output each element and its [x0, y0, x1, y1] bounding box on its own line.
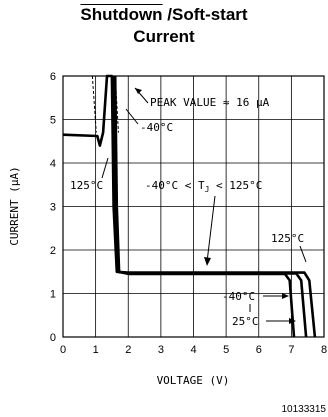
- title-soft-start: /Soft-start: [162, 5, 248, 24]
- plot-frame: [62, 75, 325, 338]
- x-tick-label: 5: [223, 344, 229, 356]
- annotation-25c: 25°C: [232, 315, 259, 328]
- annotation-125c-left: 125°C: [70, 179, 103, 192]
- grid: [63, 76, 324, 337]
- annotation-25c-arrowhead: [289, 318, 296, 324]
- y-tick-label: 1: [50, 289, 56, 301]
- series-group: [62, 74, 317, 338]
- series-line-125c: [62, 74, 317, 338]
- annotation-tj-range-arrowhead: [204, 257, 211, 266]
- x-tick-label: 6: [256, 344, 262, 356]
- y-tick-label: 3: [50, 202, 56, 214]
- x-tick-label: 1: [93, 344, 99, 356]
- annotation-peak-value: PEAK VALUE ≈ 16 μA: [150, 96, 270, 109]
- annotation-minus40-bottom: -40°C: [222, 290, 255, 303]
- chart-title: Shutdown /Soft-start Current: [0, 4, 328, 48]
- annotation-125c-left-leader: [101, 157, 109, 179]
- x-tick-label: 8: [321, 344, 327, 356]
- y-axis-label: CURRENT (μA): [8, 166, 21, 245]
- y-tick-label: 0: [50, 332, 56, 344]
- title-shutdown: Shutdown: [80, 5, 163, 24]
- figure-code: 10133315: [282, 404, 327, 415]
- annotation-tj-range: -40°C < TJ < 125°C: [145, 179, 262, 194]
- x-tick-label: 3: [158, 344, 164, 356]
- x-axis-label: VOLTAGE (V): [157, 374, 230, 387]
- title-current: Current: [133, 27, 195, 46]
- series-line--40c: [113, 75, 296, 338]
- y-tick-label: 6: [50, 71, 56, 83]
- x-tick-label: 4: [190, 344, 196, 356]
- annotation-125c-right: 125°C: [271, 232, 304, 245]
- annotation-125c-right-leader: [299, 245, 307, 263]
- annotation-tj-range-leader: [206, 195, 216, 263]
- x-tick-label: 0: [60, 344, 66, 356]
- tick-labels: 0 1 2 3 4 5 6 7 8 0 1 2 3 4 5 6: [50, 71, 327, 356]
- y-tick-label: 5: [50, 115, 56, 127]
- y-tick-label: 2: [50, 245, 56, 257]
- annotation-minus40-bottom-arrowhead: [282, 293, 289, 299]
- annotation-minus40-top-leader: [125, 108, 139, 125]
- peak-dashed-line: [114, 75, 119, 133]
- peak-dashed-line: [91, 75, 97, 133]
- annotation-peak-arrowhead: [135, 88, 142, 94]
- y-tick-label: 4: [50, 158, 56, 170]
- x-tick-label: 7: [288, 344, 294, 356]
- annotation-minus40-top: -40°C: [140, 121, 173, 134]
- x-tick-label: 2: [125, 344, 131, 356]
